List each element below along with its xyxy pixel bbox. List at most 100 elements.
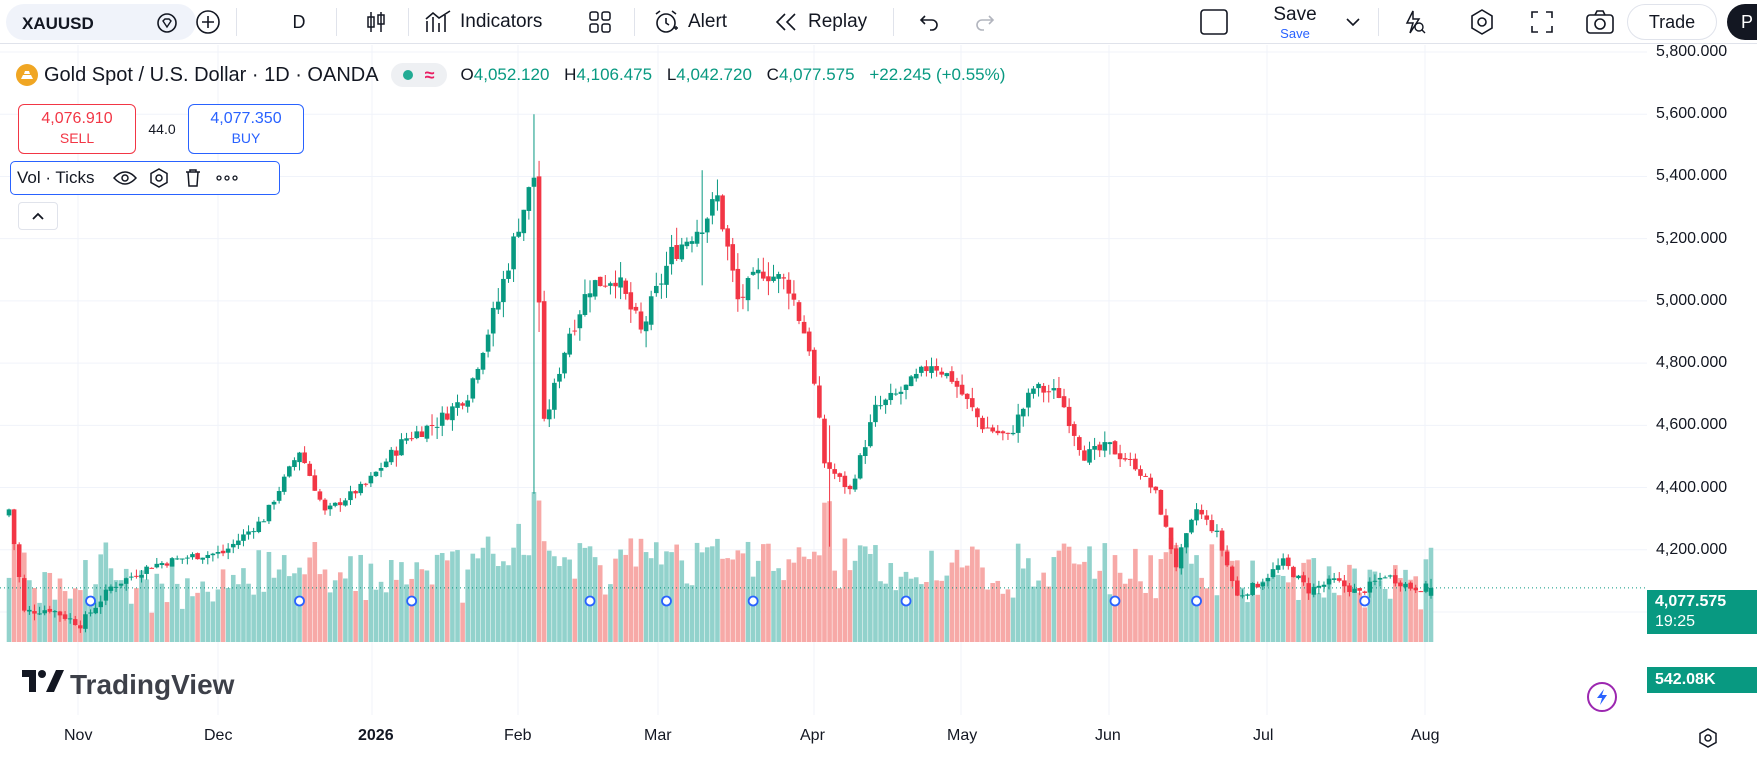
volume-bar bbox=[332, 580, 338, 642]
candle bbox=[1403, 583, 1408, 588]
candle bbox=[771, 276, 776, 281]
redo-button[interactable] bbox=[968, 6, 1002, 38]
publish-button[interactable]: P bbox=[1727, 4, 1757, 40]
candle bbox=[980, 417, 985, 430]
candle bbox=[108, 586, 114, 591]
candle bbox=[531, 177, 537, 187]
snapshot-button[interactable] bbox=[1582, 6, 1618, 38]
candle bbox=[1020, 408, 1026, 417]
volume-bar bbox=[975, 549, 980, 642]
candle bbox=[1301, 575, 1306, 583]
chart-pane[interactable] bbox=[0, 45, 1757, 757]
candle bbox=[1321, 584, 1327, 587]
volume-bar bbox=[455, 550, 460, 642]
volume-indicator-legend[interactable]: Vol · Ticks bbox=[10, 161, 280, 195]
price-axis[interactable]: 5,800.000 5,600.000 5,400.000 5,200.000 5,00… bbox=[1648, 43, 1757, 715]
candle bbox=[684, 241, 690, 247]
quick-search-button[interactable] bbox=[1395, 6, 1431, 38]
candle bbox=[67, 618, 73, 620]
volume-bar bbox=[307, 557, 313, 642]
volume-bar bbox=[113, 580, 119, 642]
candle bbox=[1163, 515, 1169, 527]
fullscreen-icon bbox=[1531, 11, 1553, 33]
candle bbox=[1413, 587, 1419, 591]
volume-bar bbox=[827, 501, 832, 642]
volume-bar bbox=[154, 573, 160, 642]
symbol-search[interactable]: XAUUSD bbox=[6, 4, 196, 40]
candle bbox=[404, 438, 409, 441]
eye-icon[interactable] bbox=[108, 163, 142, 193]
volume-bar bbox=[1061, 543, 1067, 642]
volume-bar bbox=[832, 570, 837, 642]
volume-bar bbox=[1153, 598, 1159, 642]
volume-bar bbox=[557, 566, 562, 642]
market-status[interactable]: ≈ bbox=[390, 63, 447, 87]
candle bbox=[266, 504, 272, 522]
chart-type-button[interactable] bbox=[358, 6, 394, 38]
volume-bar bbox=[200, 581, 205, 642]
save-menu-button[interactable] bbox=[1338, 6, 1368, 38]
tradingview-watermark[interactable]: TradingView bbox=[20, 668, 234, 702]
add-symbol-button[interactable] bbox=[190, 6, 226, 38]
candle bbox=[139, 574, 144, 578]
candle bbox=[210, 553, 216, 556]
volume-bar bbox=[266, 551, 272, 642]
volume-bar bbox=[358, 554, 363, 642]
volume-bar bbox=[1235, 560, 1240, 642]
candle bbox=[562, 352, 567, 374]
candle bbox=[740, 296, 746, 298]
volume-bar bbox=[1219, 538, 1225, 642]
interval-button[interactable]: D bbox=[292, 11, 306, 32]
volume-bar bbox=[740, 553, 746, 642]
more-icon[interactable] bbox=[210, 163, 244, 193]
alarm-clock-icon bbox=[655, 10, 678, 33]
candle bbox=[603, 285, 608, 287]
symbol-name: XAUUSD bbox=[22, 14, 94, 33]
undo-button[interactable] bbox=[912, 6, 946, 38]
settings-icon[interactable] bbox=[142, 163, 176, 193]
volume-bar bbox=[939, 580, 945, 642]
candle bbox=[445, 413, 450, 420]
candle bbox=[409, 438, 414, 440]
buy-button[interactable]: 4,077.350 BUY bbox=[188, 104, 304, 154]
candle bbox=[822, 418, 827, 464]
candle bbox=[271, 501, 277, 505]
axis-settings-button[interactable] bbox=[1697, 727, 1719, 754]
volume-bar bbox=[801, 556, 807, 642]
candle bbox=[954, 380, 960, 387]
lightning-icon[interactable] bbox=[1587, 682, 1617, 712]
indicators-button[interactable]: Indicators bbox=[424, 6, 564, 38]
trash-icon[interactable] bbox=[176, 163, 210, 193]
volume-bar bbox=[251, 594, 256, 642]
candle bbox=[1046, 391, 1052, 393]
candle bbox=[230, 543, 236, 548]
volume-bar bbox=[648, 558, 654, 642]
layout-button[interactable] bbox=[1196, 6, 1232, 38]
candle bbox=[837, 473, 843, 477]
trade-button[interactable]: Trade bbox=[1627, 4, 1717, 40]
sell-button[interactable]: 4,076.910 SELL bbox=[18, 104, 136, 154]
diamond-icon[interactable] bbox=[154, 10, 180, 36]
templates-button[interactable] bbox=[583, 6, 617, 38]
settings-button[interactable] bbox=[1464, 6, 1500, 38]
candlestick-chart[interactable] bbox=[0, 45, 1647, 715]
volume-bar bbox=[653, 542, 659, 642]
volume-bar bbox=[633, 566, 639, 642]
volume-bar bbox=[1199, 577, 1204, 642]
candle bbox=[1331, 578, 1337, 580]
alert-button[interactable]: Alert bbox=[652, 6, 752, 38]
volume-bar bbox=[791, 562, 797, 642]
candle bbox=[919, 366, 924, 373]
symbol-description[interactable]: Gold Spot / U.S. Dollar · 1D · OANDA bbox=[44, 63, 379, 86]
volume-bar bbox=[1077, 564, 1082, 642]
candle bbox=[939, 371, 945, 375]
replay-button[interactable]: Replay bbox=[772, 6, 882, 38]
candle bbox=[246, 531, 251, 535]
time-axis[interactable]: Nov Dec 2026 Feb Mar Apr May Jun Jul Aug bbox=[0, 715, 1757, 757]
candle bbox=[98, 601, 104, 608]
save-button[interactable]: Save Save bbox=[1245, 0, 1345, 44]
candle bbox=[93, 607, 98, 614]
collapse-legend-button[interactable] bbox=[18, 202, 58, 230]
volume-bar bbox=[623, 554, 629, 642]
fullscreen-button[interactable] bbox=[1524, 6, 1560, 38]
